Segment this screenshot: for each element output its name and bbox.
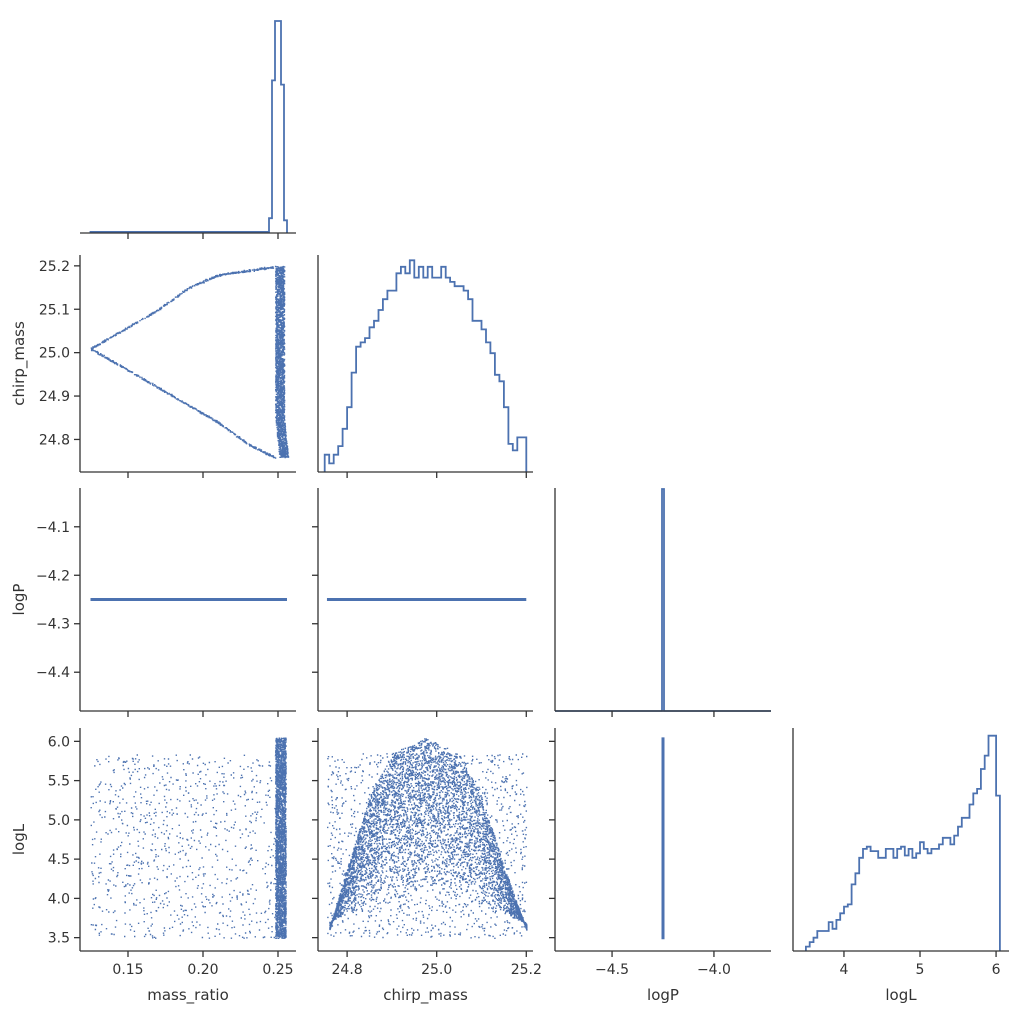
chirp_mass-y-tick-label: 24.8 (39, 432, 70, 448)
x-axis-label-chirp-mass: chirp_mass (383, 986, 468, 1005)
logL-x-tick-label: 6 (992, 962, 1001, 978)
chirp_mass-y-tick-label: 25.2 (39, 259, 70, 275)
x-axis-label-logp: logP (647, 986, 679, 1004)
logP-y-tick-label: −4.4 (36, 665, 70, 681)
text-layer: 24.8 24.9 25.0 25.1 25.2 −4.1 −4.2 −4.3 −4.4 0.15… (10, 259, 1001, 1005)
logL-y-tick-label: 4.5 (48, 852, 70, 868)
chirp_mass-x-tick-label: 25.0 (421, 962, 452, 978)
chirp_mass-x-tick-label: 24.8 (332, 962, 363, 978)
chirp_mass-y-tick-label: 24.9 (39, 389, 70, 405)
mass_ratio-x-tick-label: 0.15 (112, 962, 143, 978)
chirp-mass-histogram (323, 259, 528, 472)
mass-ratio-histogram (89, 20, 288, 233)
logL-x-tick-label: 5 (916, 962, 925, 978)
logP-y-tick-label: −4.2 (36, 568, 70, 584)
chirp_mass-y-tick-label: 25.1 (39, 302, 70, 318)
data-layer (89, 20, 1001, 951)
mass-ratio-vs-logl-points (90, 737, 287, 939)
y-axis-label-logp: logP (10, 584, 28, 616)
logL-x-tick-label: 4 (839, 962, 848, 978)
chirp-mass-vs-logl-points (327, 738, 528, 939)
logL-y-tick-label: 5.0 (48, 813, 70, 829)
y-axis-label-chirp-mass: chirp_mass (10, 321, 29, 406)
y-axis-label-logl: logL (10, 823, 28, 855)
axes-layer (74, 232, 1009, 957)
logp-histogram (555, 488, 771, 712)
logP-x-tick-label: −4.5 (595, 962, 629, 978)
chirp_mass-x-tick-label: 25.2 (511, 962, 542, 978)
x-axis-label-mass-ratio: mass_ratio (147, 986, 229, 1005)
logP-y-tick-label: −4.1 (36, 520, 70, 536)
mass_ratio-x-tick-label: 0.20 (187, 962, 218, 978)
logP-y-tick-label: −4.3 (36, 617, 70, 633)
logP-x-tick-label: −4.0 (697, 962, 731, 978)
x-axis-label-logl: logL (885, 986, 917, 1004)
logL-y-tick-label: 6.0 (48, 734, 70, 750)
mass_ratio-x-tick-label: 0.25 (262, 962, 293, 978)
logl-histogram (805, 734, 1001, 951)
logL-y-tick-label: 3.5 (48, 931, 70, 947)
logL-y-tick-label: 4.0 (48, 891, 70, 907)
mass-ratio-vs-chirp-mass-points (90, 265, 290, 459)
chirp_mass-y-tick-label: 25.0 (39, 346, 70, 362)
logL-y-tick-label: 5.5 (48, 774, 70, 790)
